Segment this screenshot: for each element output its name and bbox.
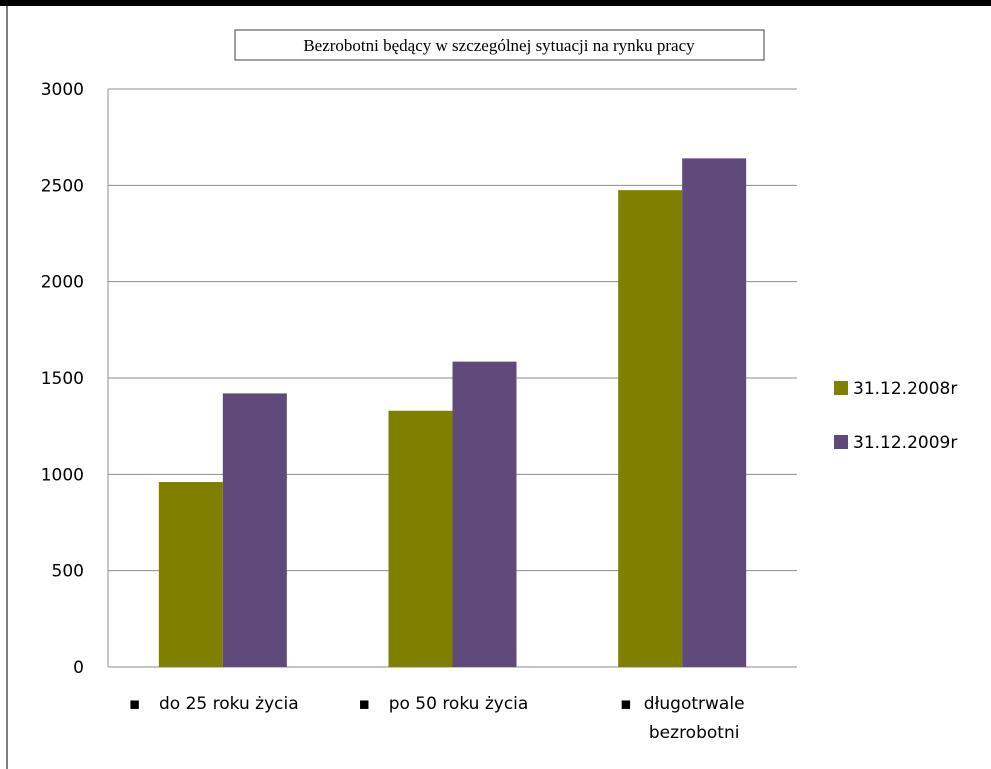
y-axis-ticks: 0 500 1000 1500 2000 2500 3000 (41, 80, 84, 678)
legend-swatch (834, 381, 848, 395)
bar (222, 393, 287, 667)
category-label: po 50 roku życia (389, 694, 529, 714)
legend-label: 31.12.2008r (853, 379, 957, 399)
category-label: długotrwale (644, 694, 745, 714)
y-tick-label: 2500 (41, 176, 84, 196)
y-tick-label: 0 (73, 658, 84, 678)
category-label: do 25 roku życia (159, 694, 299, 714)
bar (388, 410, 453, 667)
category-label: bezrobotni (649, 723, 740, 743)
chart-left-border (6, 6, 8, 769)
y-tick-label: 2000 (41, 273, 84, 293)
bar (158, 482, 223, 667)
window-top-border (0, 0, 991, 6)
category-label-group: ▪ do 25 roku życia (129, 694, 299, 714)
y-tick-label: 500 (52, 562, 84, 582)
chart-title-group: Bezrobotni będący w szczególnej sytuacji… (234, 29, 765, 61)
legend: 31.12.2008r 31.12.2009r (834, 379, 957, 453)
category-bullet: ▪ (129, 694, 141, 714)
chart-title: Bezrobotni będący w szczególnej sytuacji… (303, 36, 695, 55)
category-label-group: ▪ po 50 roku życia (359, 694, 529, 714)
legend-swatch (834, 435, 848, 449)
bar (452, 361, 517, 667)
legend-label: 31.12.2009r (853, 433, 957, 453)
bar (618, 190, 683, 667)
category-label-group: ▪ długotrwale bezrobotni (620, 694, 744, 743)
bars-layer (158, 158, 747, 668)
y-tick-label: 1500 (41, 369, 84, 389)
y-tick-label: 3000 (41, 80, 84, 100)
bar (682, 158, 747, 668)
y-tick-label: 1000 (41, 465, 84, 485)
category-bullet: ▪ (359, 694, 371, 714)
x-axis-categories: ▪ do 25 roku życia ▪ po 50 roku życia ▪ długo… (129, 694, 745, 743)
chart-title-box (234, 29, 765, 61)
category-bullet: ▪ (620, 694, 632, 714)
